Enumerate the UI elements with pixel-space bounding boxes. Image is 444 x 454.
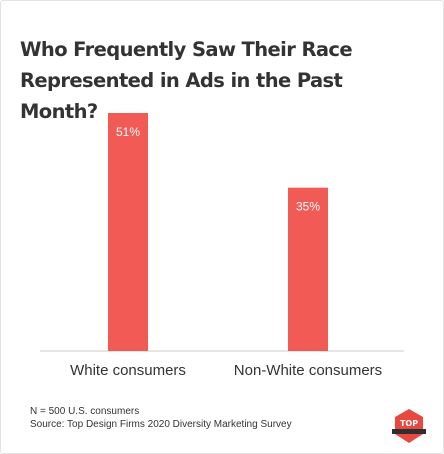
top-design-firms-badge-icon: TOP (392, 408, 426, 444)
source-note: Source: Top Design Firms 2020 Diversity … (30, 419, 292, 430)
value-label-non-white-consumers: 35% (296, 200, 320, 214)
bar-white-consumers (108, 113, 148, 351)
category-label-non-white-consumers: Non-White consumers (234, 362, 382, 379)
chart-title: Who Frequently Saw Their Race Represente… (20, 38, 353, 123)
logo-text: TOP (400, 419, 418, 428)
value-label-white-consumers: 51% (116, 125, 140, 139)
category-label-white-consumers: White consumers (70, 362, 186, 379)
bar-non-white-consumers (288, 187, 328, 351)
sample-size-note: N = 500 U.S. consumers (30, 406, 140, 417)
